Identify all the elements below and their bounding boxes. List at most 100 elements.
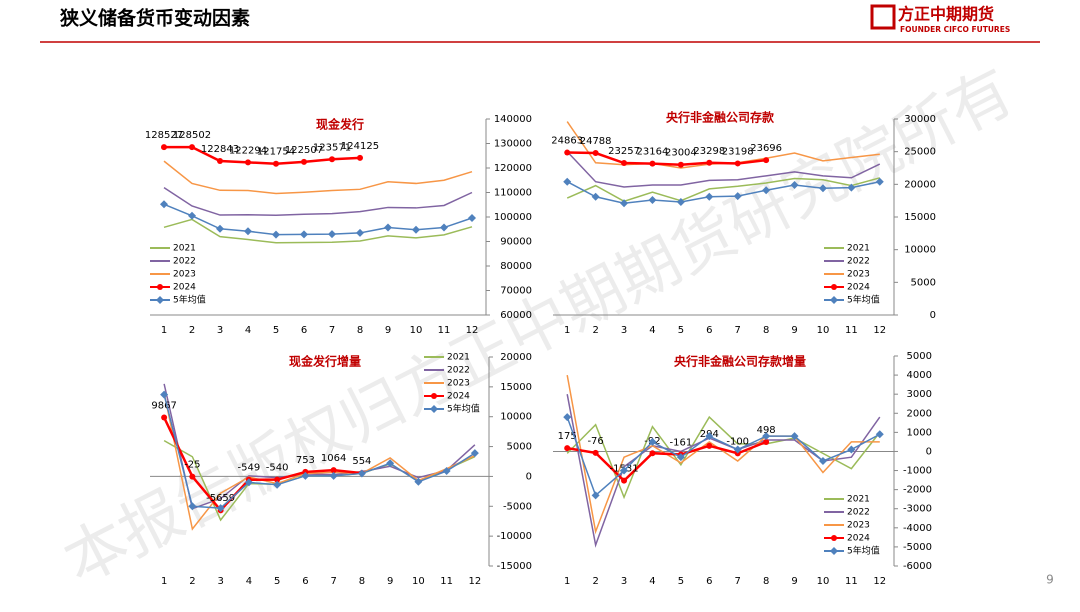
x-tick-label: 9 <box>385 325 391 336</box>
series-line <box>567 440 767 483</box>
y-tick-label: 5000 <box>507 442 532 453</box>
y-tick-label: 0 <box>930 310 936 321</box>
point <box>440 223 448 232</box>
point <box>273 160 279 167</box>
point <box>733 445 742 454</box>
data-label: 122294 <box>229 145 267 156</box>
x-tick-label: 2 <box>189 576 195 587</box>
series-line <box>162 416 363 513</box>
y-tick-label: 80000 <box>500 261 532 272</box>
x-tick-label: 9 <box>791 325 797 336</box>
point <box>648 437 657 446</box>
legend-label: 5年均值 <box>847 545 880 557</box>
x-tick-label: 11 <box>438 325 451 336</box>
series-line <box>163 218 473 244</box>
point <box>300 230 308 239</box>
x-tick-label: 1 <box>564 576 570 587</box>
y-tick-label: 20000 <box>500 352 532 363</box>
data-label: 128502 <box>173 130 211 141</box>
legend-label: 2021 <box>847 495 870 505</box>
x-tick-label: 10 <box>410 325 423 336</box>
logo-en: FOUNDER CIFCO FUTURES <box>900 25 1010 34</box>
y-tick-label: 20000 <box>904 179 936 190</box>
point <box>621 160 628 167</box>
point <box>706 159 713 166</box>
x-tick-label: 3 <box>621 576 627 587</box>
point <box>591 491 600 500</box>
point <box>705 192 714 201</box>
x-tick-label: 5 <box>678 576 684 587</box>
x-tick-label: 9 <box>791 576 797 587</box>
y-tick-label: 4000 <box>907 370 932 381</box>
y-tick-label: 10000 <box>500 412 532 423</box>
y-tick-label: -10000 <box>497 531 532 542</box>
point <box>161 144 167 151</box>
point <box>649 450 656 457</box>
point <box>217 158 223 165</box>
x-tick-label: 10 <box>817 576 830 587</box>
x-tick-label: 3 <box>217 325 223 336</box>
point <box>216 224 224 233</box>
series-line <box>163 203 473 236</box>
point <box>329 156 335 163</box>
y-tick-label: 100000 <box>494 212 532 223</box>
x-tick-label: 8 <box>357 325 363 336</box>
chart-title: 现金发行增量 <box>289 354 361 369</box>
data-label: 175 <box>558 431 577 442</box>
legend-marker <box>156 296 164 304</box>
x-tick-label: 2 <box>592 576 598 587</box>
point <box>188 211 196 220</box>
legend-label: 2023 <box>847 521 870 531</box>
data-label: 753 <box>296 455 315 466</box>
series-line <box>163 392 476 531</box>
data-label: 23298 <box>693 146 725 157</box>
point <box>763 157 770 164</box>
legend-label: 2022 <box>447 366 470 376</box>
point <box>356 228 364 237</box>
data-label: 23198 <box>722 146 754 157</box>
point <box>592 449 599 456</box>
y-tick-label: 1000 <box>907 427 932 438</box>
point <box>733 192 742 201</box>
point <box>564 445 571 452</box>
legend-marker <box>830 547 838 555</box>
point <box>648 196 657 205</box>
page-number: 9 <box>1046 573 1054 587</box>
y-tick-label: -4000 <box>903 523 932 534</box>
point <box>592 150 599 157</box>
x-tick-label: 12 <box>466 325 479 336</box>
x-tick-label: 6 <box>301 325 307 336</box>
y-tick-label: 2000 <box>907 408 932 419</box>
point <box>762 186 771 195</box>
data-label: 121754 <box>257 147 295 158</box>
x-tick-label: 10 <box>412 576 425 587</box>
y-tick-label: -15000 <box>497 561 532 572</box>
x-tick-label: 10 <box>817 325 830 336</box>
data-label: 123571 <box>313 142 351 153</box>
point <box>649 160 656 167</box>
point <box>189 144 195 151</box>
point <box>790 432 799 441</box>
y-tick-label: 60000 <box>500 310 532 321</box>
y-tick-label: 90000 <box>500 237 532 248</box>
data-label: -540 <box>266 463 289 474</box>
data-label: -76 <box>587 436 603 447</box>
point <box>386 459 395 468</box>
point <box>875 177 884 186</box>
x-tick-label: 8 <box>763 576 769 587</box>
x-tick-label: 6 <box>302 576 308 587</box>
x-tick-label: 11 <box>845 325 858 336</box>
legend-label: 2021 <box>173 244 196 254</box>
point <box>847 445 856 454</box>
legend-label: 2022 <box>847 257 870 267</box>
data-label: 23696 <box>750 143 782 154</box>
y-tick-label: 25000 <box>904 147 936 158</box>
point <box>357 154 363 161</box>
point <box>818 184 827 193</box>
legend-label: 5年均值 <box>847 294 880 306</box>
y-tick-label: 15000 <box>500 382 532 393</box>
chart-title: 央行非金融公司存款增量 <box>674 354 806 369</box>
x-tick-label: 4 <box>649 576 655 587</box>
data-label: 124125 <box>341 141 379 152</box>
point <box>734 160 741 167</box>
